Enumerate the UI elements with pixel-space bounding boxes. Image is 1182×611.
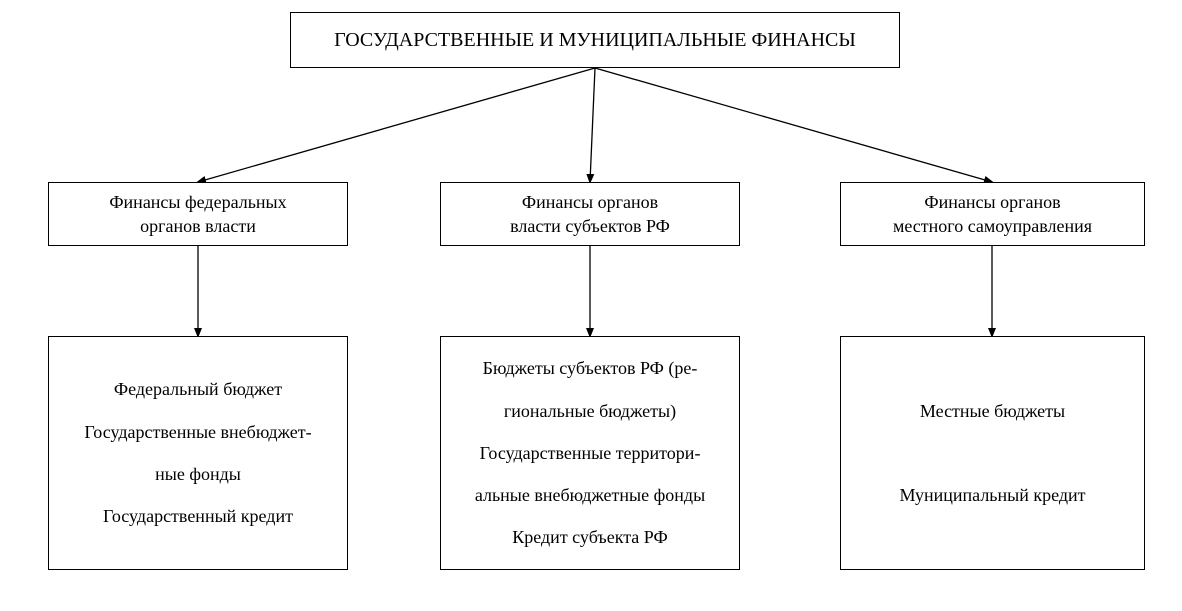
connector-arrow bbox=[198, 68, 595, 182]
level2-node-federal-items: Федеральный бюджет Государственные внебюд… bbox=[48, 336, 348, 570]
level1-node-line1: Финансы органов bbox=[924, 190, 1060, 214]
level1-node-line1: Финансы органов bbox=[522, 190, 658, 214]
level1-node-line2: местного самоуправления bbox=[893, 214, 1092, 238]
level1-node-line1: Финансы федеральных bbox=[109, 190, 286, 214]
level2-node-local-items: Местные бюджеты Муниципальный кредит bbox=[840, 336, 1145, 570]
level1-node-line2: власти субъектов РФ bbox=[510, 214, 670, 238]
leaf-item-line: Федеральный бюджет bbox=[114, 377, 282, 401]
root-node: ГОСУДАРСТВЕННЫЕ И МУНИЦИПАЛЬНЫЕ ФИНАНСЫ bbox=[290, 12, 900, 68]
leaf-item-line: Государственные внебюджет- bbox=[84, 420, 311, 444]
level1-node-subjects: Финансы органов власти субъектов РФ bbox=[440, 182, 740, 246]
connector-arrow bbox=[590, 68, 595, 182]
leaf-item-line: Бюджеты субъектов РФ (ре- bbox=[483, 356, 698, 380]
leaf-item-line: Местные бюджеты bbox=[920, 399, 1065, 423]
root-node-text: ГОСУДАРСТВЕННЫЕ И МУНИЦИПАЛЬНЫЕ ФИНАНСЫ bbox=[334, 27, 856, 54]
leaf-item-line: Муниципальный кредит bbox=[899, 483, 1085, 507]
leaf-item-line: альные внебюджетные фонды bbox=[475, 483, 705, 507]
leaf-item-line bbox=[990, 441, 995, 465]
leaf-item-line: Государственный кредит bbox=[103, 504, 293, 528]
leaf-item-line: гиональные бюджеты) bbox=[504, 399, 676, 423]
leaf-item-line: Государственные территори- bbox=[480, 441, 701, 465]
level2-node-subjects-items: Бюджеты субъектов РФ (ре-гиональные бюдж… bbox=[440, 336, 740, 570]
level1-node-line2: органов власти bbox=[140, 214, 256, 238]
connector-arrow bbox=[595, 68, 992, 182]
level1-node-federal: Финансы федеральных органов власти bbox=[48, 182, 348, 246]
level1-node-local: Финансы органов местного самоуправления bbox=[840, 182, 1145, 246]
leaf-item-line: Кредит субъекта РФ bbox=[512, 525, 667, 549]
leaf-item-line: ные фонды bbox=[155, 462, 241, 486]
